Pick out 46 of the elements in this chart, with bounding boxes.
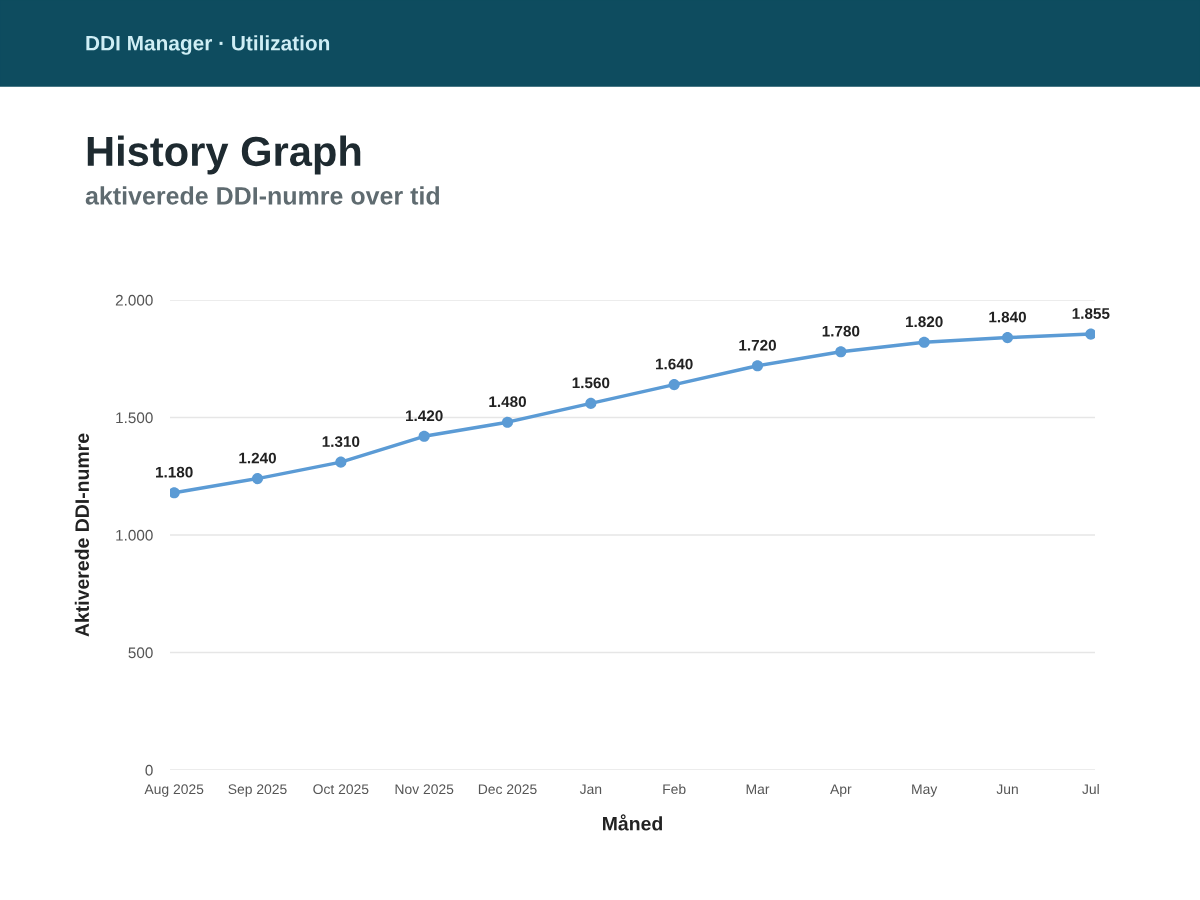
x-tick-label: Mar <box>746 784 770 795</box>
data-label: 1.560 <box>572 377 610 389</box>
data-label: 1.480 <box>489 396 526 408</box>
point <box>585 397 597 409</box>
x-tick-label: Nov 2025 <box>395 784 454 795</box>
x-axis-title: Måned <box>603 814 663 831</box>
data-label: 1.240 <box>239 452 276 464</box>
data-label: 1.855 <box>1072 308 1110 319</box>
chart-subtitle: aktiverede DDI-numre over tid <box>85 186 440 205</box>
point <box>335 456 347 468</box>
y-tick-label: 0 <box>145 764 153 776</box>
data-label: 1.780 <box>822 325 860 337</box>
y-tick-label: 1.000 <box>116 529 153 541</box>
point <box>418 430 430 442</box>
data-label: 1.840 <box>989 311 1026 323</box>
data-label: 1.180 <box>156 466 193 478</box>
x-tick-label: May <box>912 784 938 797</box>
x-tick-label: Oct 2025 <box>313 784 369 795</box>
x-tick-label: Sep 2025 <box>228 784 287 797</box>
data-label: 1.640 <box>656 358 693 370</box>
point <box>668 379 680 391</box>
chart-title: History Graph <box>87 135 361 175</box>
y-tick-label: 1.500 <box>116 412 153 424</box>
text: DDI Manager · Utilization <box>86 35 330 55</box>
x-tick-label: Jan <box>579 784 602 795</box>
point <box>751 360 764 372</box>
point <box>501 416 514 428</box>
point <box>918 336 930 348</box>
data-label: 1.720 <box>739 339 776 351</box>
x-tick-label: Apr <box>830 784 852 797</box>
x-tick-label: Jul <box>1082 783 1099 795</box>
point <box>1085 328 1095 340</box>
x-tick-label: Feb <box>663 783 686 795</box>
y-tick-label: 500 <box>128 647 153 659</box>
x-tick-label: Dec 2025 <box>478 784 537 795</box>
y-axis-title: Aktiverede DDI-numre <box>74 433 90 637</box>
point <box>835 346 847 358</box>
data-label: 1.310 <box>322 436 360 448</box>
point <box>251 473 264 485</box>
point <box>170 487 180 499</box>
y-tick-label: 2.000 <box>115 294 153 306</box>
point <box>1001 332 1014 344</box>
data-label: 1.420 <box>406 410 443 422</box>
x-tick-label: Aug 2025 <box>144 784 204 797</box>
data-label: 1.820 <box>906 316 943 328</box>
x-tick-label: Jun <box>996 784 1018 795</box>
